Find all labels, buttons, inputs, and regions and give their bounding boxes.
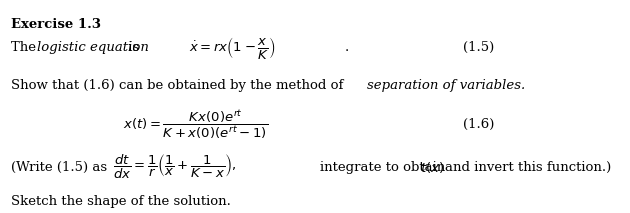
Text: Sketch the shape of the solution.: Sketch the shape of the solution. xyxy=(11,195,231,208)
Text: and invert this function.): and invert this function.) xyxy=(445,161,611,174)
Text: .: . xyxy=(345,41,350,55)
Text: (1.6): (1.6) xyxy=(463,118,495,131)
Text: Exercise 1.3: Exercise 1.3 xyxy=(11,18,101,31)
Text: $\dfrac{dt}{dx} = \dfrac{1}{r}\left(\dfrac{1}{x} + \dfrac{1}{K-x}\right),$: $\dfrac{dt}{dx} = \dfrac{1}{r}\left(\dfr… xyxy=(113,153,238,181)
Text: $\dot{x} = rx\left(1 - \dfrac{x}{K}\right)$: $\dot{x} = rx\left(1 - \dfrac{x}{K}\righ… xyxy=(189,35,275,61)
Text: (Write (1.5) as: (Write (1.5) as xyxy=(11,161,108,174)
Text: Show that (1.6) can be obtained by the method of: Show that (1.6) can be obtained by the m… xyxy=(11,79,348,92)
Text: $x(t) = \dfrac{Kx(0)e^{rt}}{K + x(0)(e^{rt}-1)}$: $x(t) = \dfrac{Kx(0)e^{rt}}{K + x(0)(e^{… xyxy=(123,108,268,141)
Text: integrate to obtain: integrate to obtain xyxy=(320,161,445,174)
Text: (1.5): (1.5) xyxy=(463,41,495,55)
Text: separation of variables.: separation of variables. xyxy=(367,79,525,92)
Text: logistic equation: logistic equation xyxy=(37,41,149,55)
Text: $t(x)$: $t(x)$ xyxy=(420,160,444,175)
Text: The: The xyxy=(11,41,40,55)
Text: is: is xyxy=(124,41,139,55)
